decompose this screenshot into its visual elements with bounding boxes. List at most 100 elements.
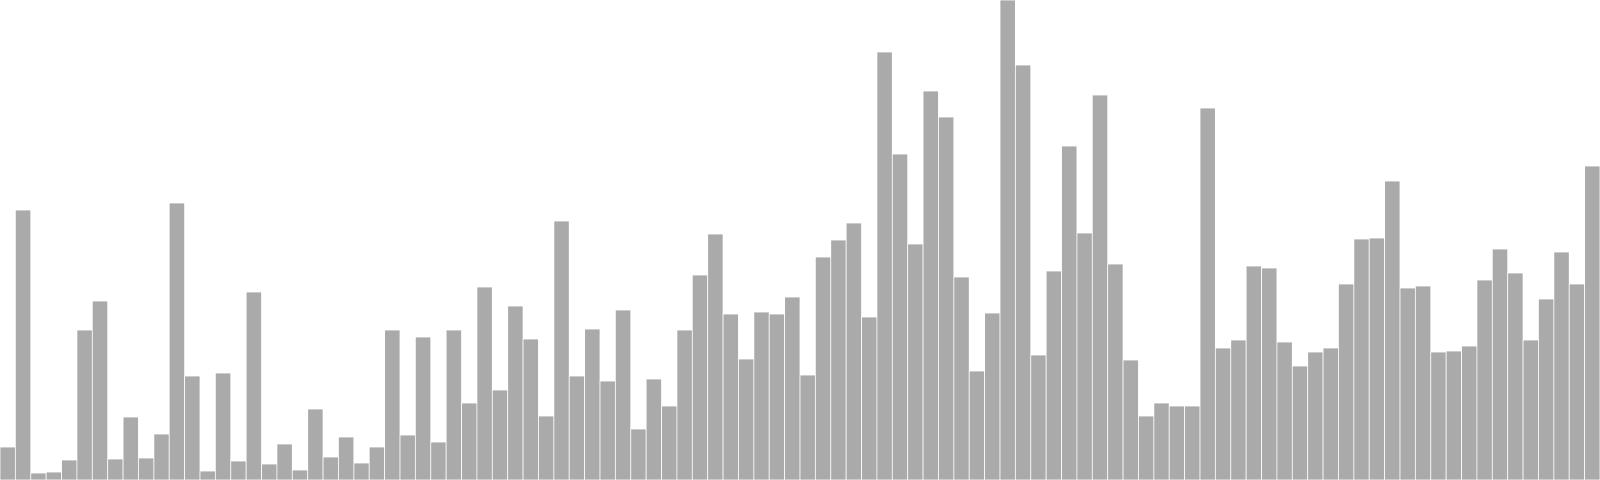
bar-69 bbox=[1061, 145, 1078, 480]
bar-31 bbox=[476, 286, 493, 480]
bar-73 bbox=[1122, 359, 1139, 480]
bar-89 bbox=[1368, 237, 1386, 480]
bar-24 bbox=[368, 446, 386, 480]
bar-82 bbox=[1261, 267, 1278, 480]
bar-10 bbox=[153, 433, 170, 480]
bar-70 bbox=[1076, 232, 1093, 480]
bar-42 bbox=[645, 378, 662, 480]
bar-41 bbox=[630, 428, 647, 480]
bar-11 bbox=[168, 202, 186, 480]
bar-20 bbox=[307, 408, 324, 480]
bar-48 bbox=[738, 358, 755, 480]
bar-53 bbox=[814, 256, 832, 480]
bar-71 bbox=[1091, 94, 1109, 480]
bar-16 bbox=[245, 291, 262, 480]
bar-76 bbox=[1168, 405, 1186, 480]
bar-32 bbox=[491, 389, 509, 480]
bar-84 bbox=[1291, 365, 1309, 480]
bar-95 bbox=[1461, 345, 1478, 480]
bar-79 bbox=[1214, 347, 1232, 480]
bar-26 bbox=[399, 434, 416, 480]
bar-23 bbox=[353, 462, 370, 480]
bar-55 bbox=[845, 222, 862, 480]
bar-59 bbox=[907, 243, 924, 480]
bar-7 bbox=[107, 458, 124, 480]
bar-85 bbox=[1307, 351, 1324, 480]
bar-54 bbox=[830, 239, 847, 480]
bar-5 bbox=[76, 329, 93, 480]
bar-60 bbox=[922, 90, 939, 480]
bar-88 bbox=[1353, 238, 1370, 480]
bar-58 bbox=[891, 153, 909, 480]
bar-103 bbox=[1584, 165, 1600, 480]
bar-74 bbox=[1138, 415, 1155, 480]
bar-27 bbox=[414, 336, 432, 480]
bar-99 bbox=[1522, 339, 1539, 480]
bar-2 bbox=[30, 472, 47, 480]
bar-52 bbox=[799, 374, 816, 480]
bar-93 bbox=[1430, 351, 1447, 480]
bar-78 bbox=[1199, 107, 1216, 480]
bar-96 bbox=[1476, 279, 1493, 480]
bar-83 bbox=[1276, 341, 1293, 480]
bar-66 bbox=[1014, 64, 1032, 480]
bar-36 bbox=[553, 220, 570, 480]
bar-75 bbox=[1153, 402, 1170, 480]
bar-37 bbox=[568, 375, 586, 480]
bar-21 bbox=[322, 456, 339, 480]
bar-100 bbox=[1538, 298, 1555, 480]
bar-61 bbox=[938, 116, 955, 480]
bar-68 bbox=[1045, 270, 1062, 480]
bar-13 bbox=[199, 470, 216, 480]
bar-77 bbox=[1184, 405, 1201, 480]
bar-65 bbox=[999, 0, 1016, 480]
bar-63 bbox=[968, 370, 986, 480]
bar-90 bbox=[1384, 180, 1401, 480]
bar-57 bbox=[876, 51, 893, 480]
bar-14 bbox=[214, 372, 232, 480]
bar-80 bbox=[1230, 339, 1247, 480]
bar-49 bbox=[753, 311, 770, 480]
bar-62 bbox=[953, 276, 970, 480]
bar-72 bbox=[1107, 263, 1124, 480]
bar-44 bbox=[676, 329, 693, 480]
bar-1 bbox=[14, 209, 32, 480]
bar-4 bbox=[61, 459, 78, 480]
bar-3 bbox=[45, 471, 62, 480]
bar-29 bbox=[445, 329, 462, 480]
bar-30 bbox=[461, 402, 478, 480]
bar-22 bbox=[338, 436, 355, 480]
bar-81 bbox=[1245, 265, 1262, 480]
bar-6 bbox=[91, 300, 109, 480]
bar-87 bbox=[1338, 283, 1355, 480]
bar-67 bbox=[1030, 354, 1047, 480]
bar-18 bbox=[276, 443, 293, 480]
bar-86 bbox=[1322, 347, 1339, 480]
bar-47 bbox=[722, 313, 739, 480]
bar-17 bbox=[261, 463, 278, 480]
bar-15 bbox=[230, 460, 247, 480]
bar-56 bbox=[861, 316, 878, 480]
bar-64 bbox=[984, 312, 1001, 480]
bar-28 bbox=[430, 441, 447, 480]
bar-51 bbox=[784, 296, 801, 480]
bar-34 bbox=[522, 338, 539, 480]
bar-40 bbox=[614, 309, 632, 480]
bar-94 bbox=[1445, 350, 1462, 480]
bar-50 bbox=[768, 313, 786, 480]
bar-98 bbox=[1507, 272, 1524, 480]
bar-46 bbox=[707, 233, 724, 480]
bar-25 bbox=[384, 329, 401, 480]
bar-19 bbox=[291, 469, 309, 480]
bar-8 bbox=[122, 416, 139, 480]
bar-12 bbox=[184, 375, 201, 480]
bar-0 bbox=[0, 446, 16, 480]
bar-33 bbox=[507, 305, 524, 480]
bar-45 bbox=[691, 274, 709, 480]
bar-102 bbox=[1568, 283, 1586, 480]
bar-92 bbox=[1414, 285, 1432, 480]
bar-43 bbox=[661, 405, 678, 480]
bar-97 bbox=[1491, 248, 1509, 480]
